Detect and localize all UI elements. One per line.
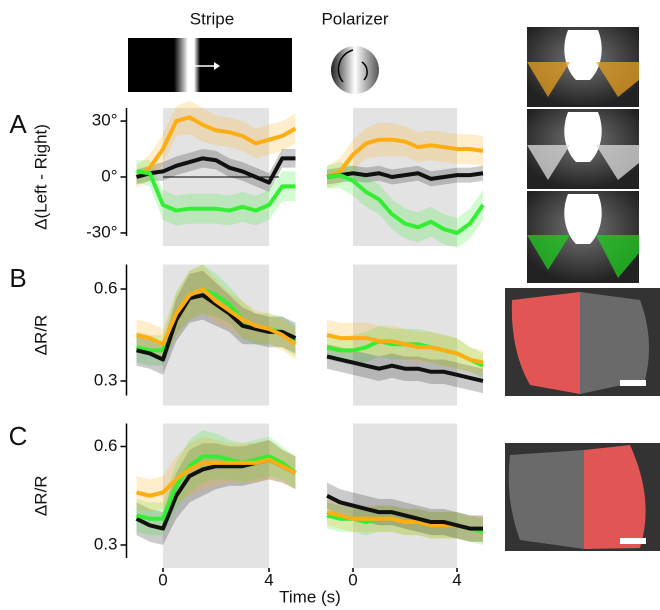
stimulus-shade <box>353 264 457 406</box>
chart: 30° 0° -30° Δ(Left - Right) <box>31 100 297 246</box>
stripe-band <box>160 38 200 92</box>
series-line <box>136 454 297 521</box>
error-band <box>136 264 296 360</box>
column-title: Stripe <box>190 9 234 28</box>
y-tick-label: 0.6 <box>94 436 118 455</box>
x-tick-label: 0 <box>158 570 167 589</box>
polarizer-arrow <box>337 49 354 83</box>
chart <box>326 264 484 406</box>
wedge <box>527 145 639 180</box>
error-band <box>327 122 483 189</box>
wedge <box>527 235 639 278</box>
gray-region <box>580 292 649 394</box>
y-tick-label: 0.3 <box>94 370 118 389</box>
gray-region <box>508 450 584 549</box>
fly-head <box>564 30 602 80</box>
red-region <box>511 292 580 394</box>
chart: 0.6 0.3 ΔR/R <box>31 264 297 406</box>
x-axis-label: Time (s) <box>279 587 341 606</box>
y-tick-label: 0° <box>101 166 117 185</box>
error-band <box>136 430 296 536</box>
error-band <box>136 264 296 366</box>
fly-head <box>564 194 602 244</box>
x-tick-label: 0 <box>348 570 357 589</box>
image-column <box>505 27 660 551</box>
x-tick-label: 4 <box>452 570 461 589</box>
column-title: Polarizer <box>321 9 388 28</box>
series-line <box>135 156 296 185</box>
y-tick-label: 0.6 <box>94 279 118 298</box>
error-band <box>327 162 483 248</box>
y-tick-label: -30° <box>86 222 117 241</box>
stimulus-shade <box>353 423 457 568</box>
y-axis-label: ΔR/R <box>31 475 50 516</box>
error-band <box>327 319 483 375</box>
panel-label: A <box>9 109 27 139</box>
series-line <box>326 137 484 179</box>
error-band <box>136 439 296 546</box>
wedge <box>527 62 639 97</box>
chart <box>326 108 485 248</box>
series-line <box>136 169 296 213</box>
stripe-arrowhead <box>214 62 220 70</box>
error-band <box>136 149 296 192</box>
fly-head <box>564 112 602 162</box>
series-line <box>326 333 484 365</box>
polarizer-arrow <box>361 61 368 81</box>
series-line <box>135 115 297 179</box>
series-line <box>326 171 484 181</box>
stripe-icon <box>128 38 292 92</box>
series-line <box>326 354 484 383</box>
stimulus-shade <box>163 423 269 568</box>
stimulus-shade <box>163 264 269 406</box>
red-region <box>584 445 646 549</box>
x-tick-label: 4 <box>264 570 273 589</box>
error-band <box>136 270 296 375</box>
chart: 0.6 0.3 ΔR/R 0 4 <box>31 423 297 589</box>
panel-label: C <box>9 421 28 451</box>
y-tick-label: 30° <box>92 111 118 130</box>
y-axis-label: Δ(Left - Right) <box>31 124 50 230</box>
series-line <box>136 293 297 362</box>
series-line <box>136 457 297 498</box>
panel-label: B <box>9 263 26 293</box>
series-line <box>326 493 483 531</box>
y-axis-label: ΔR/R <box>31 315 50 356</box>
y-tick-label: 0.3 <box>94 534 118 553</box>
scale-bar <box>620 538 646 544</box>
series-line <box>326 173 485 235</box>
series-line <box>136 287 297 347</box>
scale-bar <box>620 380 646 386</box>
